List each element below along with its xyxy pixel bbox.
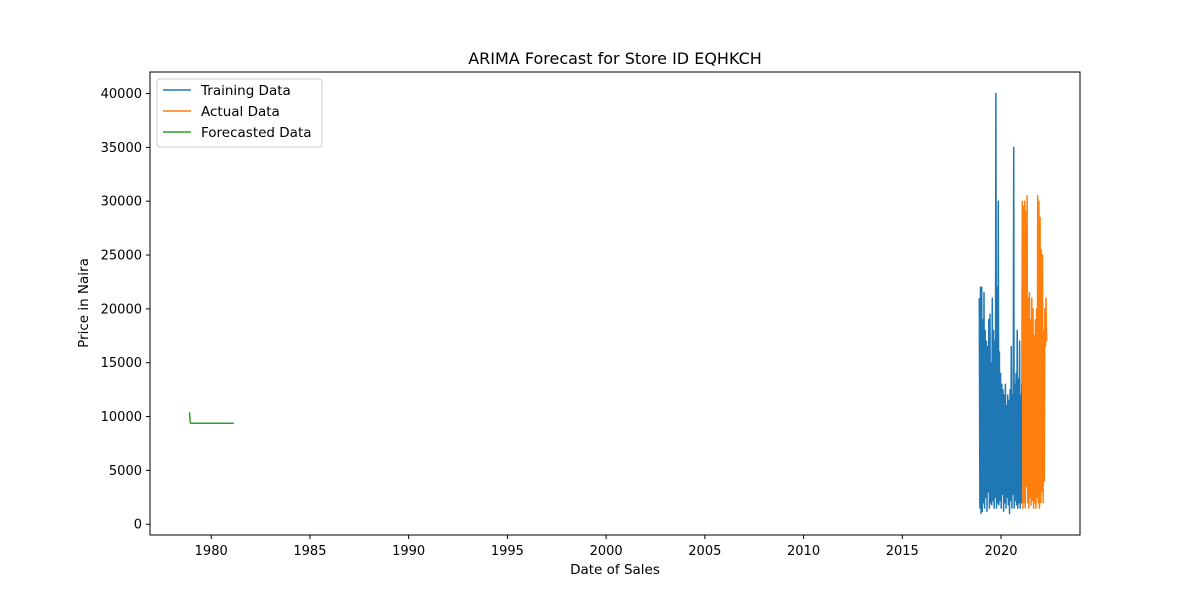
- y-tick-label: 25000: [101, 249, 142, 264]
- x-tick-label: 1980: [195, 544, 228, 559]
- y-tick-label: 40000: [101, 87, 142, 102]
- x-tick-label: 2000: [590, 544, 623, 559]
- legend-label: Forecasted Data: [201, 125, 312, 141]
- x-tick-label: 1990: [392, 544, 425, 559]
- x-tick-label: 1985: [293, 544, 326, 559]
- y-axis: 0 5000 10000 15000 20000 25000 30000 35000 40000: [101, 87, 150, 533]
- plot-frame: [149, 71, 1081, 536]
- legend: Training Data Actual Data Forecasted Data: [156, 78, 323, 148]
- y-tick-label: 10000: [101, 410, 142, 425]
- series-line-forecasted-data: [188, 412, 234, 425]
- y-tick-label: 20000: [101, 302, 142, 317]
- x-tick-label: 2005: [688, 544, 721, 559]
- x-axis: 1980 1985 1990 1995 2000 2005 2010 2015 2020: [195, 535, 1018, 559]
- x-axis-title: Date of Sales: [570, 562, 660, 578]
- legend-box: [156, 78, 323, 148]
- legend-label: Training Data: [200, 83, 291, 99]
- legend-label: Actual Data: [201, 104, 280, 120]
- y-tick-label: 30000: [101, 195, 142, 210]
- y-tick-label: 0: [134, 518, 142, 533]
- series-line-actual-data: [1021, 195, 1048, 509]
- x-tick-label: 2015: [886, 544, 919, 559]
- plot-area: [149, 71, 1081, 536]
- x-tick-label: 2020: [984, 544, 1017, 559]
- y-tick-label: 5000: [109, 464, 142, 479]
- y-tick-label: 35000: [101, 141, 142, 156]
- y-axis-title: Price in Naira: [76, 258, 92, 348]
- x-tick-label: 1995: [491, 544, 524, 559]
- x-tick-label: 2010: [787, 544, 820, 559]
- series-line-training-data: [978, 92, 1023, 515]
- chart-title: ARIMA Forecast for Store ID EQHKCH: [468, 49, 762, 68]
- legend-entries: Training Data Actual Data Forecasted Data: [163, 83, 312, 141]
- y-tick-label: 15000: [101, 356, 142, 371]
- series-layer: [188, 92, 1048, 515]
